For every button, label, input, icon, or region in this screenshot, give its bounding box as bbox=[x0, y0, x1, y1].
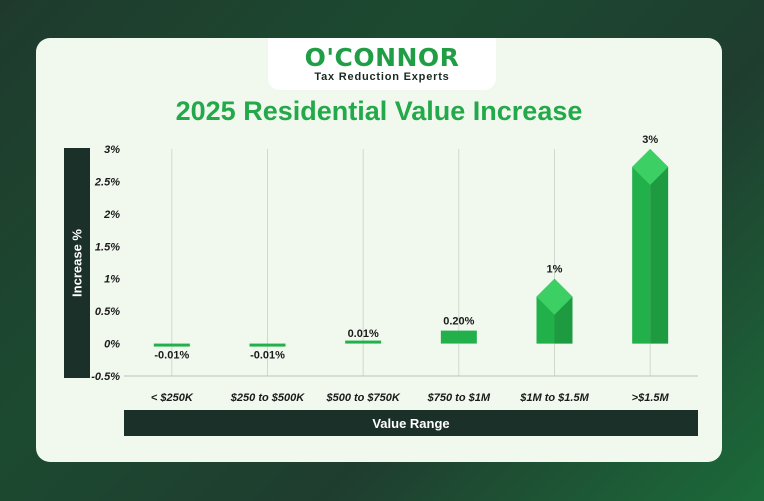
data-label: 3% bbox=[642, 134, 658, 146]
y-tick-label: 1% bbox=[104, 274, 120, 286]
bar bbox=[153, 343, 190, 347]
y-tick-label: 0% bbox=[104, 339, 120, 351]
y-tick-label: 3% bbox=[104, 144, 120, 156]
brand-logo: O'CONNOR Tax Reduction Experts bbox=[268, 38, 496, 90]
x-tick-label: >$1.5M bbox=[632, 392, 670, 404]
data-label: -0.01% bbox=[250, 350, 285, 362]
data-label: 0.01% bbox=[348, 328, 379, 340]
x-tick-label: $1M to $1.5M bbox=[519, 392, 589, 404]
x-tick-label: < $250K bbox=[151, 392, 194, 404]
x-tick-label: $500 to $750K bbox=[325, 392, 400, 404]
bar-cap bbox=[536, 278, 573, 315]
bar bbox=[249, 343, 286, 347]
chart-card bbox=[36, 38, 722, 462]
x-axis-label-panel: Value Range bbox=[124, 410, 698, 436]
chart-title: 2025 Residential Value Increase bbox=[175, 96, 583, 126]
x-tick-label: $750 to $1M bbox=[427, 392, 491, 404]
bar-side bbox=[650, 149, 669, 344]
x-tick-label: $250 to $500K bbox=[230, 392, 305, 404]
x-axis-label: Value Range bbox=[372, 416, 450, 431]
y-tick-label: 2% bbox=[103, 209, 120, 221]
data-label: 0.20% bbox=[443, 316, 474, 328]
y-tick-label: 1.5% bbox=[95, 241, 120, 253]
data-label: 1% bbox=[547, 264, 563, 276]
bar bbox=[345, 340, 382, 344]
brand-tagline: Tax Reduction Experts bbox=[314, 71, 450, 83]
bar bbox=[632, 149, 651, 344]
y-tick-label: 0.5% bbox=[95, 306, 120, 318]
bar bbox=[440, 330, 477, 344]
y-axis-label-panel bbox=[64, 148, 90, 378]
data-label: -0.01% bbox=[154, 350, 189, 362]
y-tick-label: -0.5% bbox=[91, 371, 120, 383]
bar-cap bbox=[632, 149, 669, 185]
brand-name: O'CONNOR bbox=[304, 43, 460, 72]
y-tick-label: 2.5% bbox=[94, 176, 120, 188]
